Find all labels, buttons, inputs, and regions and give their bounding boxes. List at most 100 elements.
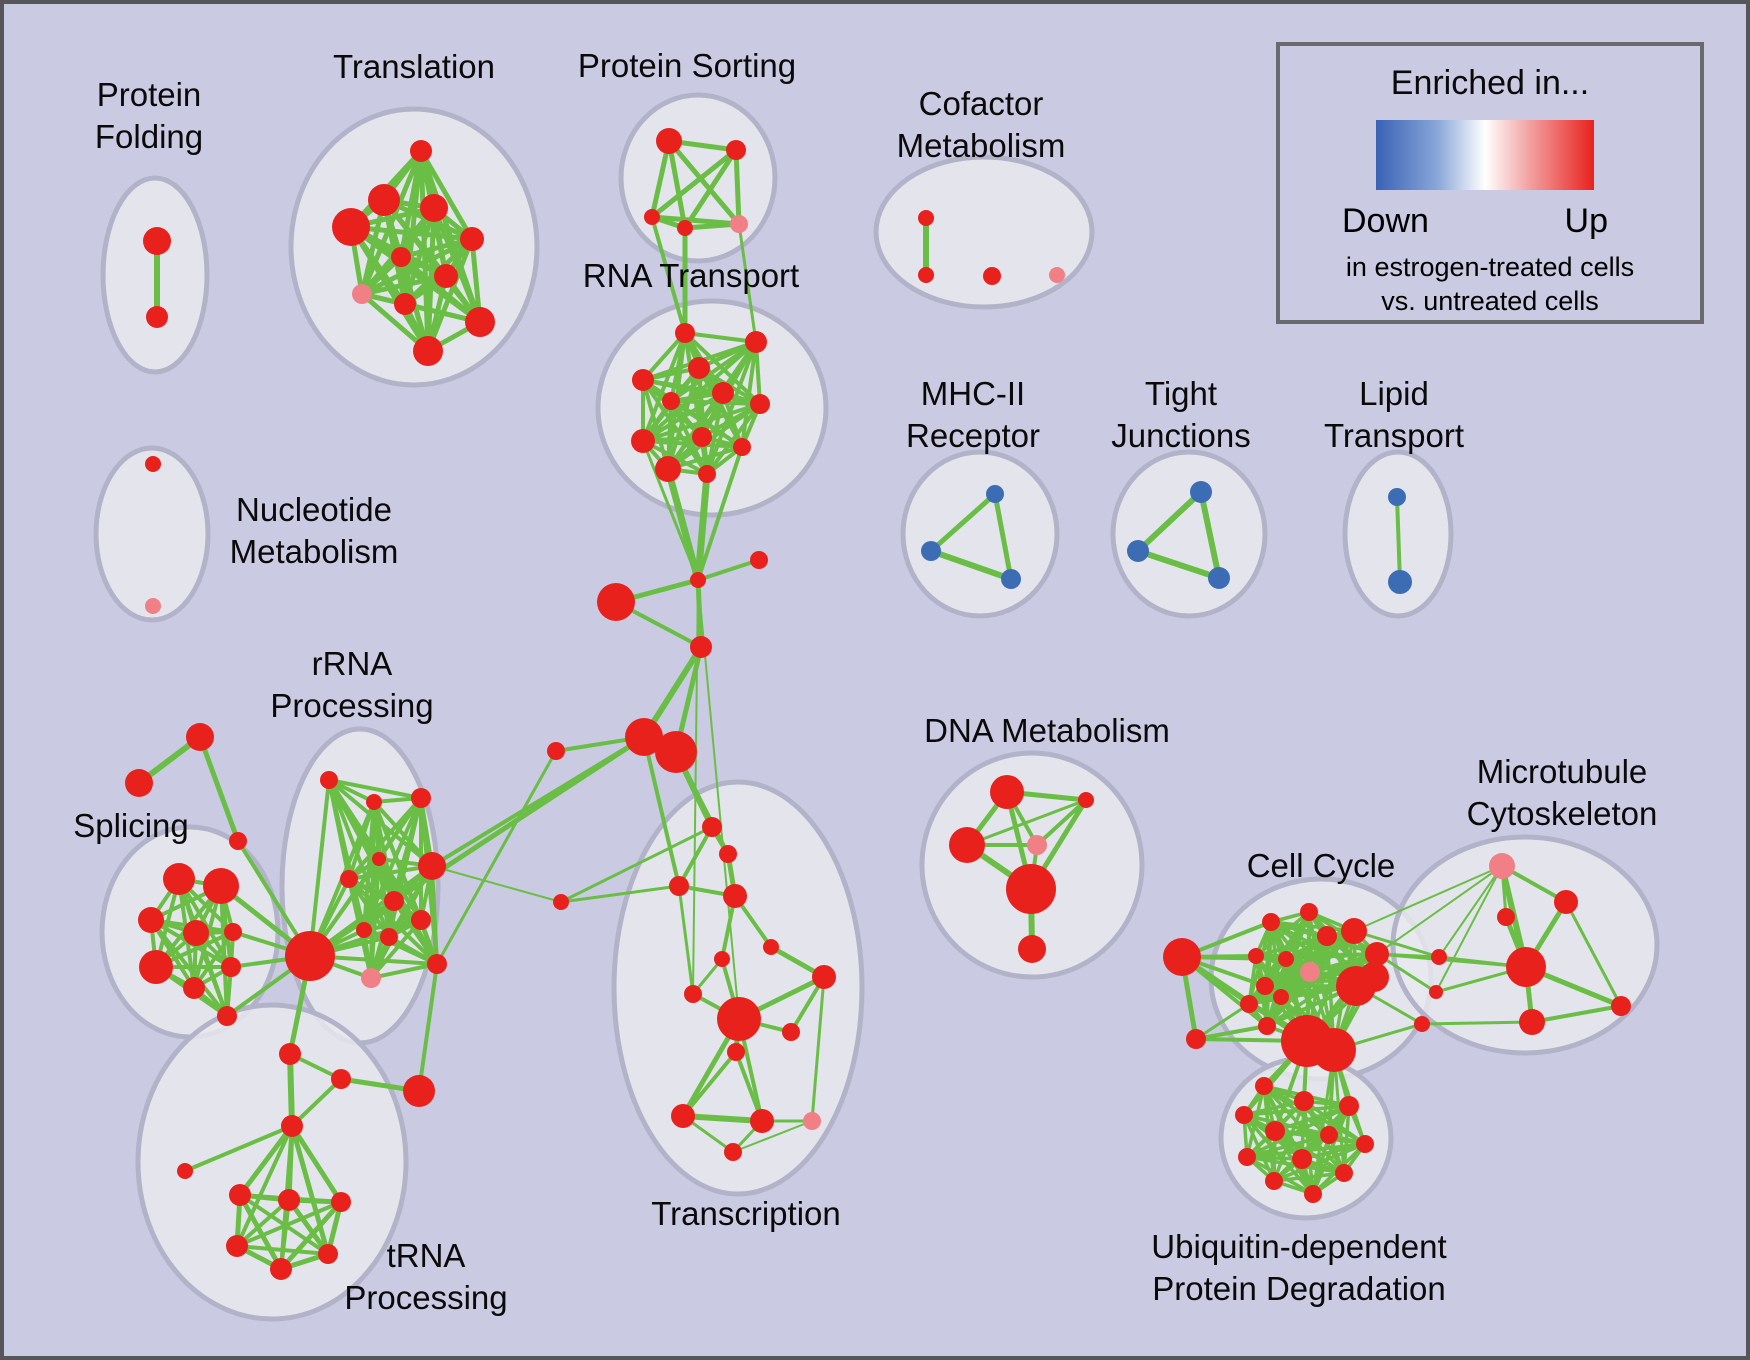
edge-trna-processing: [235, 1198, 291, 1248]
edge-microtubule-cytoskeleton: [1530, 1004, 1623, 1024]
gene-set-node-rna-transport: [632, 369, 654, 391]
gene-set-node-rrna-processing: [279, 1043, 301, 1065]
gene-set-node-tight-junctions: [1190, 481, 1212, 503]
gene-set-node-transcription: [723, 884, 747, 908]
gene-set-node-trna-processing: [318, 1244, 338, 1264]
gene-set-node-rrna-processing: [411, 788, 431, 808]
edge-cell-cycle: [1194, 1002, 1251, 1041]
edge-trna-processing: [278, 1199, 344, 1272]
legend-gradient-bar: [1376, 120, 1594, 190]
edge-ubiquitin-degradation: [1272, 1171, 1346, 1183]
edge-microtubule-cytoskeleton: [1564, 900, 1623, 1008]
gene-set-node-trna-processing: [229, 1184, 251, 1206]
edge-ubiquitin-degradation: [1272, 1142, 1367, 1183]
gene-set-node-ubiquitin-degradation: [1255, 1077, 1273, 1095]
edge-rna-transport: [666, 402, 762, 471]
gene-set-node-transcription: [724, 1143, 742, 1161]
cluster-ellipse-microtubule-cytoskeleton: [1390, 834, 1660, 1056]
gene-set-node-trna-processing: [278, 1189, 300, 1211]
edge-rna-transport: [683, 331, 758, 344]
edge-rna-transport: [641, 402, 762, 443]
gene-set-node-transcription: [750, 1109, 774, 1133]
gene-set-node-central-hub: [547, 742, 565, 760]
gene-set-node-cofactor-metabolism: [983, 267, 1001, 285]
gene-set-node-protein-sorting: [644, 209, 660, 225]
gene-set-node-splicing-satellite: [186, 723, 214, 751]
legend-down-label: Down: [1342, 202, 1429, 240]
edge-dna-metabolism: [1035, 798, 1088, 847]
gene-set-node-trna-processing: [331, 1192, 351, 1212]
gene-set-node-splicing: [138, 907, 164, 933]
gene-set-node-translation: [391, 247, 411, 267]
gene-set-node-translation: [410, 140, 432, 162]
edge-tight-junctions: [1135, 548, 1222, 581]
edge-connector: [641, 439, 700, 582]
gene-set-node-ubiquitin-degradation: [1335, 1164, 1353, 1182]
cluster-label-rna-transport: RNA Transport: [583, 257, 799, 294]
gene-set-node-splicing: [163, 863, 195, 895]
edge-connector: [650, 215, 687, 335]
edge-rna-transport: [705, 340, 758, 476]
edge-protein-sorting: [649, 147, 739, 220]
gene-set-node-transcription: [782, 1023, 800, 1041]
gene-set-node-cell-cycle: [1262, 913, 1280, 931]
gene-set-node-rrna-processing: [380, 928, 398, 946]
legend-title: Enriched in...: [1390, 64, 1590, 102]
edge-rrna-processing: [417, 962, 439, 1093]
edge-rna-transport: [740, 340, 758, 449]
edge-trna-processing: [235, 1200, 343, 1248]
gene-set-node-translation: [465, 307, 495, 337]
gene-set-node-dna-metabolism: [949, 827, 985, 863]
edge-connector: [1353, 865, 1503, 932]
cluster-label-microtubule-cytoskeleton: Cytoskeleton: [1467, 795, 1658, 832]
legend-caption-line1: in estrogen-treated cells: [1345, 252, 1635, 282]
gene-set-node-central-hub: [625, 718, 663, 756]
edge-rna-transport: [641, 378, 709, 476]
edge-protein-sorting: [682, 147, 739, 231]
edge-trna-processing: [289, 1123, 344, 1205]
gene-set-node-mhc2-receptor: [1001, 569, 1021, 589]
gene-set-node-dna-metabolism: [1027, 835, 1047, 855]
edge-connector: [642, 735, 681, 888]
edge-microtubule-cytoskeleton: [1420, 1020, 1534, 1026]
gene-set-node-protein-sorting: [730, 215, 748, 233]
gene-set-node-rrna-processing: [411, 910, 431, 930]
edge-trna-processing: [286, 1197, 331, 1257]
cluster-label-nucleotide-metabolism: Metabolism: [230, 533, 399, 570]
edge-trna-processing: [237, 1123, 295, 1198]
cluster-label-tight-junctions: Junctions: [1111, 417, 1250, 454]
edge-connector: [1311, 1048, 1336, 1196]
cluster-label-ubiquitin-degradation: Ubiquitin-dependent: [1151, 1228, 1446, 1265]
edge-connector: [435, 749, 558, 966]
gene-set-node-dna-metabolism: [990, 775, 1024, 809]
edge-translation: [418, 148, 475, 242]
gene-set-node-cell-cycle: [1258, 1017, 1276, 1035]
gene-set-node-ubiquitin-degradation: [1339, 1096, 1359, 1116]
gene-set-node-transcription: [717, 997, 761, 1041]
legend-caption-line2: vs. untreated cells: [1381, 286, 1599, 316]
cluster-label-splicing: Splicing: [73, 807, 189, 844]
gene-set-node-splicing-satellite: [229, 832, 247, 850]
edge-rna-transport: [641, 331, 687, 443]
gene-set-node-transcription: [763, 939, 779, 955]
edge-mhc2-receptor: [992, 491, 1014, 582]
edge-transcription: [559, 884, 681, 904]
gene-set-node-protein-folding: [146, 306, 168, 328]
edge-lipid-transport: [1395, 495, 1402, 584]
gene-set-node-splicing: [139, 950, 173, 984]
gene-set-node-central-hub: [690, 572, 706, 588]
gene-set-node-dna-metabolism: [1006, 864, 1056, 914]
gene-set-node-translation: [368, 184, 400, 216]
edge-connector: [1375, 952, 1528, 969]
gene-set-node-rrna-processing: [356, 922, 372, 938]
gene-set-node-cell-cycle: [1300, 903, 1318, 921]
edge-transcription: [810, 975, 826, 1123]
gene-set-node-central-hub: [750, 551, 768, 569]
edge-rrna-processing: [369, 962, 439, 980]
edge-protein-sorting: [666, 138, 688, 231]
gene-set-node-rrna-processing: [418, 852, 446, 880]
gene-set-node-transcription: [553, 894, 569, 910]
edge-connector: [287, 1051, 295, 1129]
gene-set-node-ubiquitin-degradation: [1238, 1148, 1256, 1166]
gene-set-node-translation: [460, 227, 484, 251]
